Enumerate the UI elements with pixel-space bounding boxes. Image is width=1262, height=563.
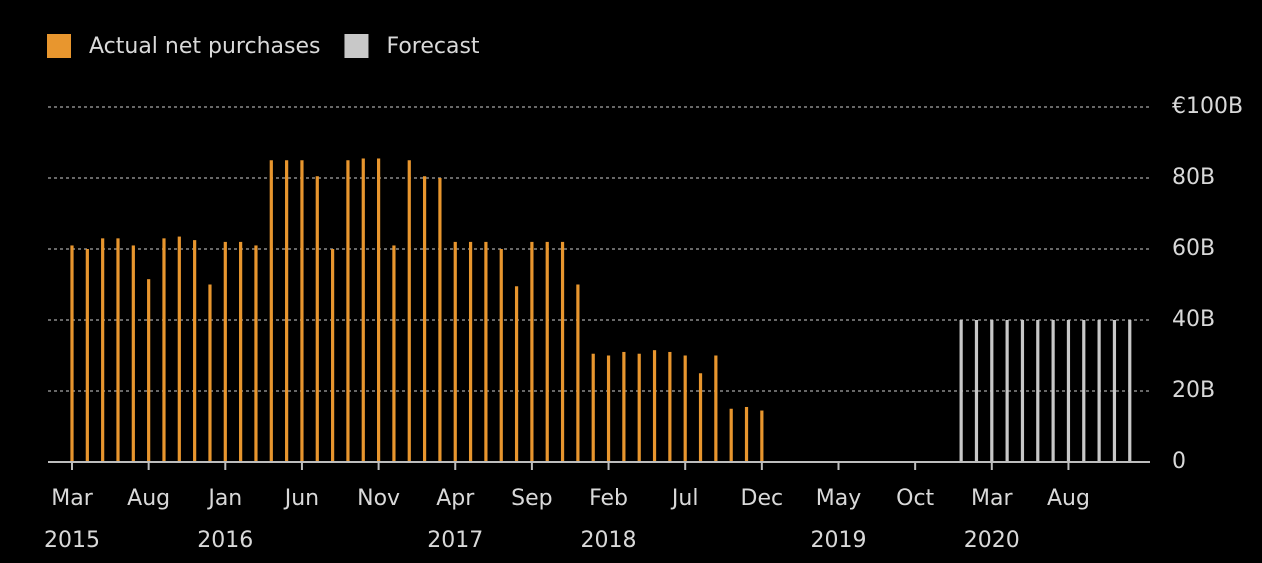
x-tick-label: Mar xyxy=(971,486,1013,511)
bar xyxy=(514,286,519,462)
bar xyxy=(714,355,718,462)
bar xyxy=(101,238,105,462)
bar xyxy=(1066,320,1071,462)
x-year-label: 2018 xyxy=(581,528,637,553)
bar xyxy=(407,160,411,462)
bar xyxy=(652,350,657,462)
y-tick-label: 20B xyxy=(1172,378,1215,403)
bar xyxy=(683,355,687,462)
bar xyxy=(422,176,427,462)
y-tick-label: 80B xyxy=(1172,165,1215,190)
bar xyxy=(760,410,764,462)
bar xyxy=(453,241,457,462)
x-tick-label: Mar xyxy=(51,486,93,511)
x-year-label: 2017 xyxy=(427,528,483,553)
bar xyxy=(698,373,703,462)
legend-label: Forecast xyxy=(386,34,479,59)
bar xyxy=(484,241,488,462)
y-tick-label: 60B xyxy=(1172,236,1215,261)
x-tick-label: Jun xyxy=(283,486,319,511)
bar xyxy=(990,320,994,462)
x-tick-label: Sep xyxy=(511,486,552,511)
bar xyxy=(576,284,580,462)
bar xyxy=(315,176,319,462)
x-tick-label: Feb xyxy=(589,486,628,511)
bar xyxy=(1036,320,1040,462)
bar xyxy=(499,249,503,462)
bar xyxy=(223,241,227,462)
bar xyxy=(545,241,549,462)
bar xyxy=(269,160,273,462)
legend-swatch xyxy=(344,34,369,58)
bar xyxy=(116,238,120,462)
bar xyxy=(637,353,641,462)
bar xyxy=(622,351,626,462)
bar xyxy=(974,320,979,462)
bar xyxy=(530,241,534,462)
bar xyxy=(361,158,365,462)
x-tick-label: Nov xyxy=(357,486,400,511)
bar xyxy=(591,353,595,462)
x-tick-label: Apr xyxy=(436,486,475,511)
x-tick-label: Aug xyxy=(127,486,170,511)
bar xyxy=(560,241,565,462)
bar xyxy=(331,249,335,462)
x-year-label: 2016 xyxy=(197,528,253,553)
x-year-label: 2019 xyxy=(811,528,867,553)
bar xyxy=(70,245,74,462)
x-tick-label: May xyxy=(816,486,861,511)
x-tick-label: Jul xyxy=(670,486,699,511)
bar xyxy=(208,284,212,462)
legend-label: Actual net purchases xyxy=(89,34,320,59)
bar xyxy=(239,241,243,462)
y-tick-label: 40B xyxy=(1172,307,1215,332)
bar xyxy=(177,236,181,462)
y-tick-label: 0 xyxy=(1172,449,1186,474)
x-tick-label: Dec xyxy=(741,486,784,511)
bar xyxy=(85,249,89,462)
bar xyxy=(285,160,289,462)
bar xyxy=(468,241,473,462)
bar xyxy=(1051,320,1055,462)
bar xyxy=(162,238,166,462)
bar xyxy=(729,408,733,462)
x-tick-label: Aug xyxy=(1047,486,1090,511)
bar xyxy=(1082,320,1086,462)
bar xyxy=(254,245,258,462)
bar xyxy=(1112,320,1117,462)
x-tick-label: Jan xyxy=(206,486,242,511)
bar xyxy=(1020,320,1025,462)
bar xyxy=(744,406,749,462)
bar xyxy=(1128,320,1132,462)
x-year-label: 2020 xyxy=(964,528,1020,553)
bar xyxy=(606,355,611,462)
bar xyxy=(131,245,135,462)
bar xyxy=(1005,320,1009,462)
bar xyxy=(438,178,442,462)
y-tick-label: €100B xyxy=(1172,94,1243,119)
bar xyxy=(668,351,672,462)
bar xyxy=(300,160,304,462)
legend-swatch xyxy=(47,34,71,58)
bar xyxy=(377,158,381,462)
x-year-label: 2015 xyxy=(44,528,100,553)
bar xyxy=(1097,320,1101,462)
bar xyxy=(392,245,396,462)
bar xyxy=(147,279,151,462)
x-tick-label: Oct xyxy=(896,486,934,511)
bar xyxy=(346,160,350,462)
bar xyxy=(193,240,197,462)
bar xyxy=(959,320,963,462)
